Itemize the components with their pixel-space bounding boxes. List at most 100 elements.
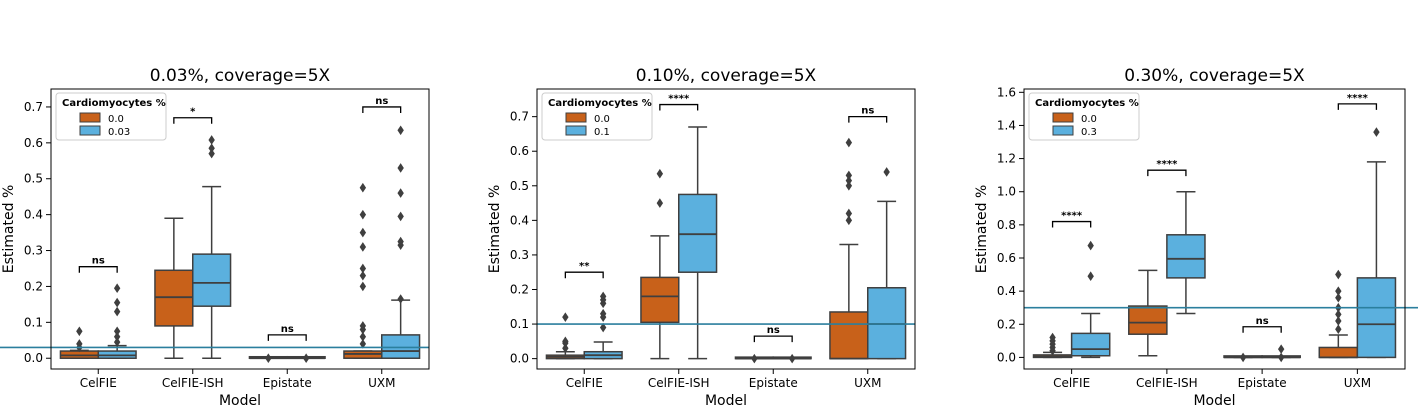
box-body [829,311,869,360]
outlier-point [562,312,569,322]
significance-bracket [564,271,604,279]
outlier-point [76,326,83,337]
box-body [1166,234,1206,279]
y-tick-label: 0.2 [24,279,43,293]
outlier-point [845,180,853,191]
box-celfie-ish-series-a [154,217,194,359]
outlier-point [883,167,890,177]
y-tick-label: 0.6 [24,136,43,150]
plot-area [59,125,421,364]
significance-bracket [362,106,402,113]
box-celfie-series-a [545,312,586,360]
box-uxm-series-b [1356,127,1397,359]
significance-bracket [173,117,213,124]
outlier-point [1335,309,1342,320]
box-body [640,276,680,324]
significance-label: **** [1156,159,1178,170]
box-celfie-ish-series-b [678,126,718,360]
outlier-point [359,209,367,220]
box-epistate-series-b [286,353,326,364]
outlier-point [359,321,367,331]
significance-label: ns [281,324,294,335]
x-tick-label: Epistate [749,376,798,390]
outlier-point [113,326,121,337]
outlier-point [1373,127,1380,137]
outlier-point [397,125,404,136]
significance-bracket [267,334,307,341]
significance-label: **** [1347,93,1369,104]
outlier-point [751,353,758,364]
outlier-point [208,148,215,159]
box-celfie-series-b [1070,240,1111,359]
outlier-point [599,308,607,319]
y-tick-label: 0.2 [997,317,1016,331]
outlier-point [656,198,664,208]
outlier-point [397,163,404,173]
legend-label: 0.3 [1081,127,1097,138]
y-axis-label: Estimated % [974,185,990,273]
significance-label: **** [668,94,690,105]
legend-swatch [1052,112,1074,123]
significance-label: ns [861,106,874,117]
significance-bracket [1337,103,1378,110]
panel-1: 0.03%, coverage=5X 0.0 0.1 0.2 0.3 0.4 0.5 0.6 0… [0,66,430,409]
x-tick-label: CelFIE [80,376,117,390]
y-tick-label: 0.4 [510,213,529,227]
y-tick-label: 0.1 [24,315,43,329]
y-tick-label: 0.5 [24,172,43,186]
legend-label: 0.03 [108,127,130,138]
box-body [1128,305,1168,335]
outlier-point [265,353,272,364]
y-tick-label: 0.3 [510,248,529,262]
x-tick-label: CelFIE-ISH [162,376,224,390]
legend-title: Cardiomyocytes % [548,98,652,109]
y-tick-label: 0.2 [510,282,529,296]
x-tick-label: Epistate [263,376,312,390]
significance-label: ns [1256,316,1269,327]
outlier-point [113,297,121,308]
outlier-point [113,283,121,294]
significance-bracket [1242,326,1282,333]
significance-bracket [1051,220,1092,228]
outlier-point [76,339,83,349]
outlier-point [359,227,367,238]
box-epistate-series-b [772,353,812,364]
legend-swatch [565,125,587,136]
box-epistate-series-a [1223,352,1263,363]
x-tick-label: Epistate [1238,376,1287,390]
x-axis-label: Model [219,393,261,409]
box-uxm-series-a [343,182,383,359]
y-axis-label: Estimated % [487,185,503,273]
outlier-point [359,281,367,292]
legend-title: Cardiomyocytes % [1035,98,1139,109]
box-epistate-series-a [248,353,288,364]
y-tick-label: 0.7 [24,100,43,114]
outlier-point [599,322,607,333]
outlier-point [359,331,367,342]
x-tick-label: UXM [368,376,395,390]
x-tick-label: UXM [854,376,881,390]
y-tick-label: 0.4 [997,284,1016,298]
significance-label: ** [579,261,590,272]
outlier-point [113,306,121,317]
chart-title: 0.30%, coverage=5X [1124,66,1305,86]
legend: Cardiomyocytes % 0.0 0.03 [55,92,167,141]
outlier-point [302,353,310,364]
outlier-point [1049,332,1056,343]
outlier-point [1087,240,1094,251]
x-tick-label: CelFIE-ISH [1136,376,1198,390]
outlier-point [359,242,367,252]
outlier-point [845,175,853,186]
outlier-point [562,336,569,347]
y-tick-label: 0.3 [24,244,43,258]
y-tick-label: 0.6 [510,144,529,158]
significance-bracket [848,116,888,123]
outlier-point [1335,316,1342,326]
outlier-point [1335,292,1342,303]
y-tick-label: 0.0 [24,351,43,365]
outlier-point [359,270,367,281]
x-tick-label: CelFIE [1053,376,1090,390]
significance-bracket [78,266,118,273]
significance-label: ns [767,325,780,336]
axes-frame [1023,88,1406,370]
